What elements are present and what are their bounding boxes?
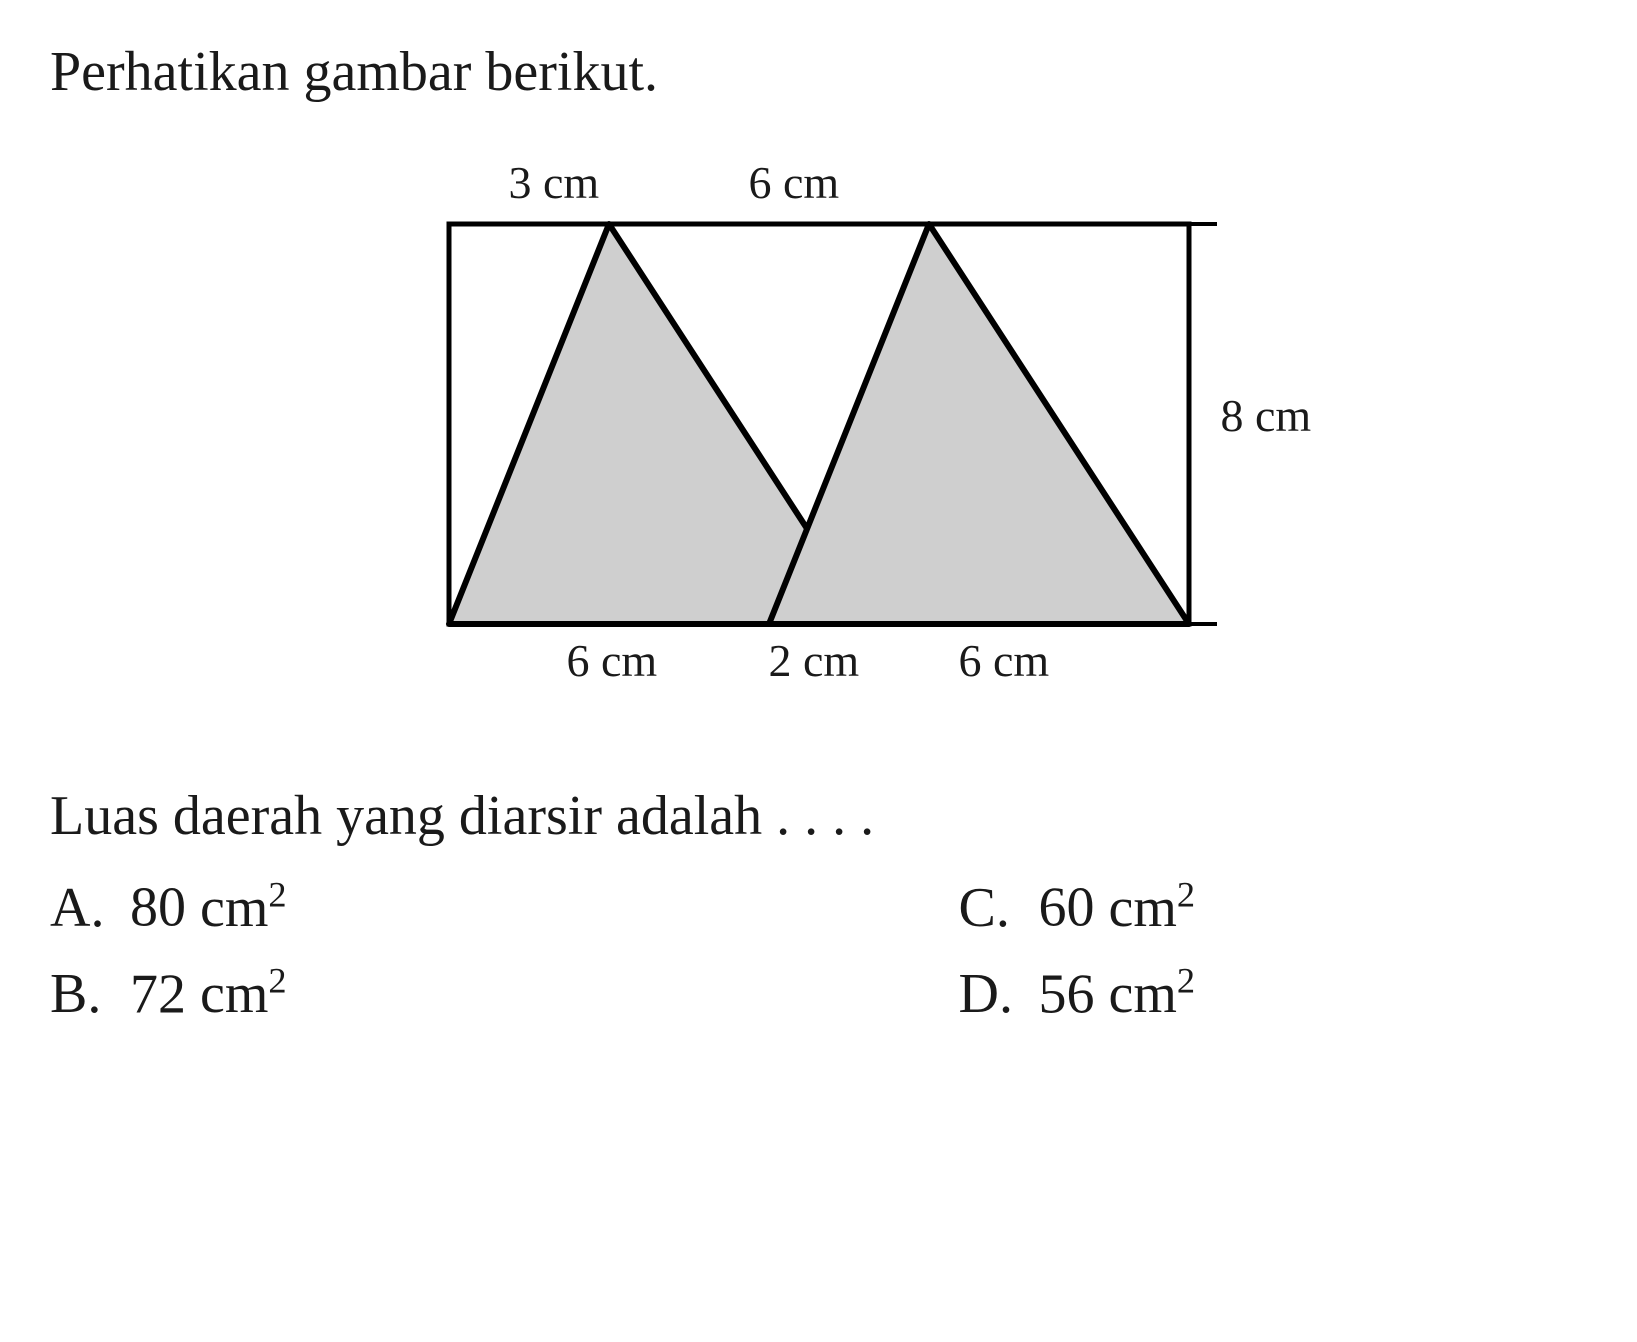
option-a-value: 80 cm2: [130, 873, 287, 940]
option-c: C. 60 cm2: [959, 873, 1588, 940]
label-bottom-6cm-left: 6 cm: [567, 634, 658, 687]
option-c-number: 60: [1039, 877, 1095, 939]
option-b: B. 72 cm2: [50, 960, 679, 1027]
option-b-value: 72 cm2: [130, 960, 287, 1027]
figure-wrap: 3 cm 6 cm 8 cm 6 cm 2 cm 6 cm: [309, 134, 1329, 754]
option-c-unit: cm2: [1109, 877, 1196, 939]
option-a-label: A.: [50, 876, 130, 940]
option-b-label: B.: [50, 962, 130, 1026]
option-d-number: 56: [1039, 963, 1095, 1025]
option-d-value: 56 cm2: [1039, 960, 1196, 1027]
option-b-unit: cm2: [200, 963, 287, 1025]
option-a-unit: cm2: [200, 877, 287, 939]
option-d-label: D.: [959, 962, 1039, 1026]
label-bottom-2cm: 2 cm: [769, 634, 860, 687]
question-prompt: Luas daerah yang diarsir adalah . . . .: [50, 784, 1587, 848]
option-a: A. 80 cm2: [50, 873, 679, 940]
option-a-number: 80: [130, 877, 186, 939]
option-c-label: C.: [959, 876, 1039, 940]
label-bottom-6cm-right: 6 cm: [959, 634, 1050, 687]
triangle-right: [769, 224, 1189, 624]
option-d-unit: cm2: [1109, 963, 1196, 1025]
option-d: D. 56 cm2: [959, 960, 1588, 1027]
label-right-8cm: 8 cm: [1221, 389, 1312, 442]
label-top-6cm: 6 cm: [749, 156, 840, 209]
label-top-3cm: 3 cm: [509, 156, 600, 209]
option-b-number: 72: [130, 963, 186, 1025]
figure-container: 3 cm 6 cm 8 cm 6 cm 2 cm 6 cm: [50, 134, 1587, 754]
question-intro: Perhatikan gambar berikut.: [50, 40, 1587, 104]
option-c-value: 60 cm2: [1039, 873, 1196, 940]
answer-options: A. 80 cm2 C. 60 cm2 B. 72 cm2 D. 56: [50, 873, 1587, 1026]
